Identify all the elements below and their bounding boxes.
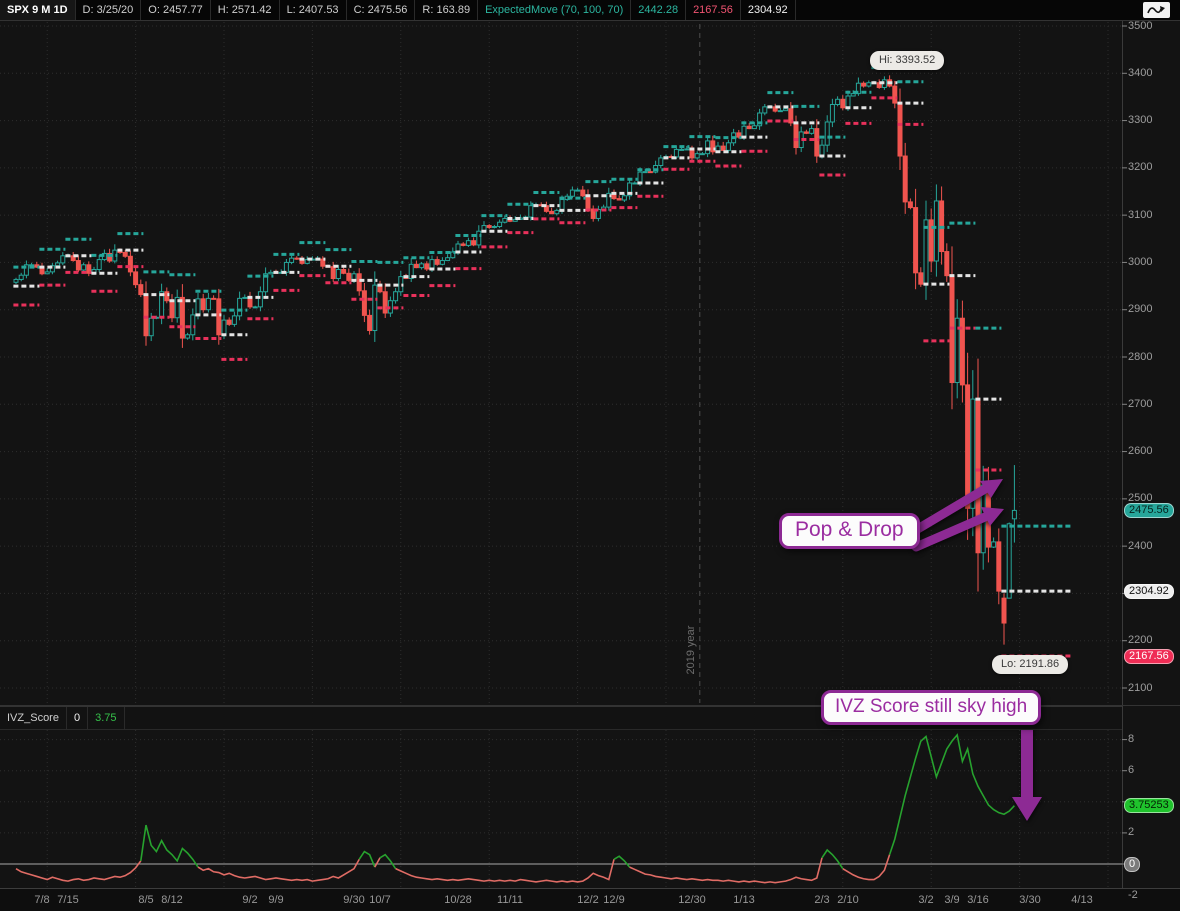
ohlc-header-bar: SPX 9 M 1D D: 3/25/20 O: 2457.77 H: 2571.42… — [0, 0, 1180, 21]
time-axis-label: 3/9 — [944, 894, 960, 906]
time-axis-label: 3/2 — [918, 894, 934, 906]
study-expectedmove-chip[interactable]: ExpectedMove (70, 100, 70) — [478, 0, 632, 20]
ivz-axis-label: 2 — [1128, 826, 1135, 839]
low-marker-bubble: Lo: 2191.86 — [992, 655, 1069, 674]
time-axis-label: 12/9 — [603, 894, 625, 906]
ivz-value-chip: 3.75 — [88, 707, 125, 729]
price-axis-label: 3500 — [1128, 19, 1153, 32]
time-axis-label: 1/13 — [733, 894, 755, 906]
ivz-annotation[interactable]: IVZ Score still sky high — [821, 690, 1042, 725]
time-axis-label: 7/8 — [34, 894, 50, 906]
drawing-tool-button[interactable] — [1143, 2, 1170, 18]
time-axis-label: 8/12 — [161, 894, 183, 906]
time-axis-label: 11/11 — [497, 894, 523, 906]
price-axis-label: 2100 — [1128, 681, 1153, 694]
time-axis-label: 7/15 — [57, 894, 79, 906]
price-axis-label: 2400 — [1128, 539, 1153, 552]
year-divider-label: 2019 year — [685, 625, 697, 675]
study-ivzscore-chip[interactable]: IVZ_Score — [0, 707, 67, 729]
low-chip: L: 2407.53 — [280, 0, 347, 20]
pop-drop-arrows[interactable] — [911, 479, 1042, 821]
price-axis-label: 3200 — [1128, 161, 1153, 174]
symbol-period-chip: SPX 9 M 1D — [0, 0, 76, 20]
price-axis-label: 3000 — [1128, 255, 1153, 268]
price-axis-label: 2700 — [1128, 397, 1153, 410]
high-chip: H: 2571.42 — [211, 0, 280, 20]
price-axis-label: 2200 — [1128, 634, 1153, 647]
price-axis-label: 2800 — [1128, 350, 1153, 363]
open-chip: O: 2457.77 — [141, 0, 211, 20]
time-axis-label: 12/30 — [678, 894, 706, 906]
price-axis-label: 2500 — [1128, 492, 1153, 505]
time-axis-label: 9/30 — [343, 894, 365, 906]
time-axis-label: 9/9 — [268, 894, 284, 906]
price-bubble-red: 2167.56 — [1124, 648, 1174, 664]
date-chip: D: 3/25/20 — [76, 0, 142, 20]
ivz-zero-bubble: 0 — [1124, 856, 1141, 872]
price-axis-label: 2600 — [1128, 445, 1153, 458]
time-axis-label: 4/13 — [1071, 894, 1093, 906]
ivz-axis-label: 6 — [1128, 764, 1135, 777]
ivz-zero-param-chip: 0 — [67, 707, 89, 729]
price-bubble-white: 2304.92 — [1124, 583, 1174, 599]
em-upper-value-chip: 2442.28 — [631, 0, 687, 20]
time-axis-label: 3/16 — [967, 894, 989, 906]
close-chip: C: 2475.56 — [347, 0, 416, 20]
time-axis-label: 10/7 — [369, 894, 391, 906]
ivz-axis-label: 8 — [1128, 733, 1135, 746]
pop-drop-annotation[interactable]: Pop & Drop — [779, 513, 920, 549]
time-axis-label: 9/2 — [242, 894, 258, 906]
time-axis[interactable] — [0, 888, 1180, 911]
time-axis-label: 12/2 — [577, 894, 599, 906]
em-mid-value-chip: 2304.92 — [741, 0, 796, 20]
time-axis-label: 3/30 — [1019, 894, 1041, 906]
price-axis-label: 2900 — [1128, 303, 1153, 316]
range-chip: R: 163.89 — [415, 0, 479, 20]
time-axis-label: 10/28 — [444, 894, 472, 906]
em-lower-value-chip: 2167.56 — [686, 0, 741, 20]
time-axis-label: 2/10 — [837, 894, 859, 906]
time-axis-label: 2/3 — [814, 894, 830, 906]
price-axis-label: 3100 — [1128, 208, 1153, 221]
curve-arrow-icon — [1147, 6, 1165, 14]
time-axis-label: 8/5 — [138, 894, 154, 906]
ivz-axis-label: -2 — [1128, 889, 1138, 901]
price-axis-label: 3300 — [1128, 114, 1153, 127]
high-marker-bubble: Hi: 3393.52 — [870, 51, 945, 70]
price-axis-label: 3400 — [1128, 66, 1153, 79]
ivz-value-bubble: 3.75253 — [1124, 798, 1174, 814]
price-bubble-green: 2475.56 — [1124, 502, 1174, 518]
